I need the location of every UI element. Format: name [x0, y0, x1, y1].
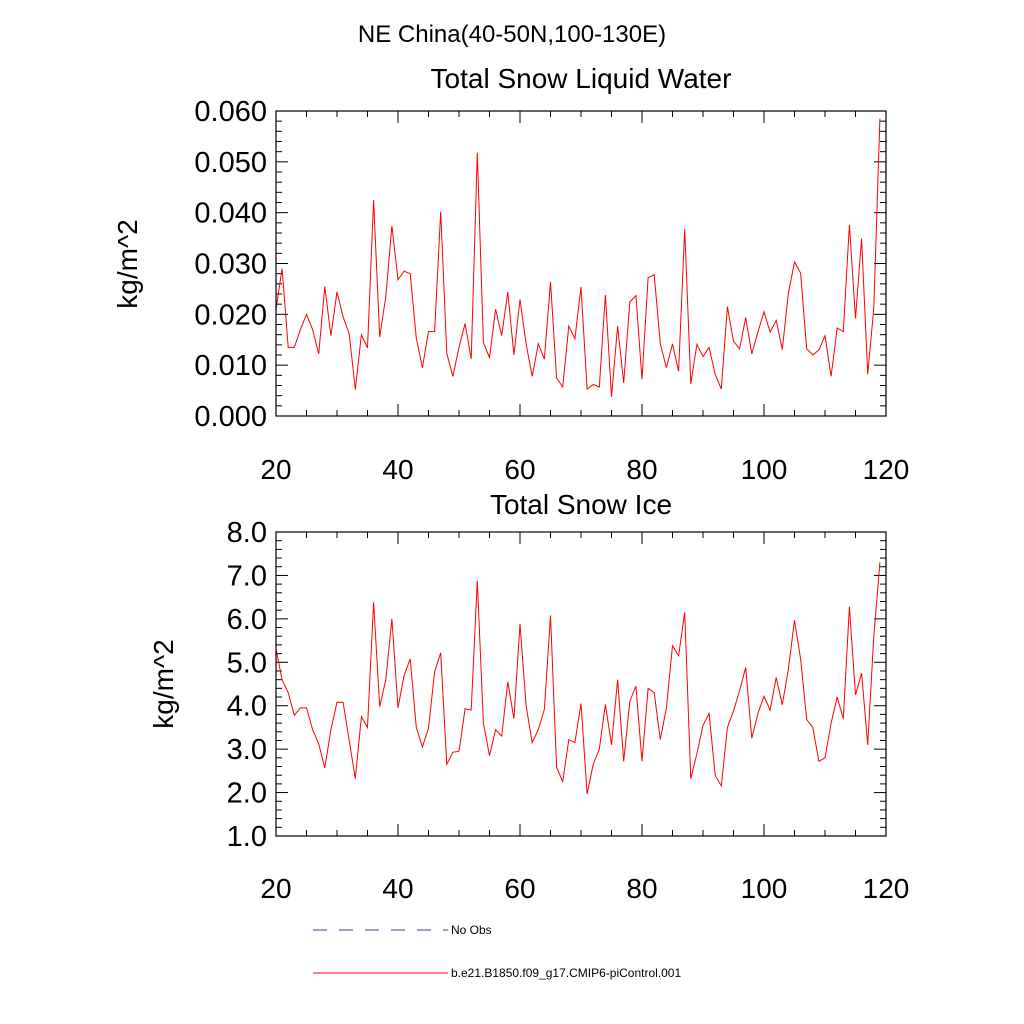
x-tick-label: 80	[626, 873, 657, 904]
legend-label-no-obs: No Obs	[451, 923, 492, 937]
y-tick-label: 0.050	[194, 147, 267, 179]
x-tick-label: 60	[504, 454, 535, 485]
x-tick-label: 80	[626, 454, 657, 485]
y-tick-label: 0.060	[194, 96, 267, 128]
x-tick-label: 40	[382, 873, 413, 904]
y-tick-label: 4.0	[227, 691, 267, 723]
y-tick-label: 6.0	[227, 604, 267, 636]
y-axis-label: kg/m^2	[148, 639, 179, 728]
x-tick-label: 60	[504, 873, 535, 904]
chart-snow-ice: Total Snow Ice kg/m^2 20 40 60 80 100 120 1.0 2…	[148, 489, 909, 904]
y-tick-label: 0.040	[194, 198, 267, 230]
y-tick-label: 0.000	[194, 401, 267, 433]
chart-snow-liquid-water: Total Snow Liquid Water kg/m^2 20 40 60 80 1…	[112, 63, 909, 485]
y-tick-label: 0.020	[194, 299, 267, 331]
x-tick-label: 120	[863, 873, 910, 904]
series-line-0	[275, 562, 881, 794]
x-tick-label: 100	[741, 454, 788, 485]
chart-title: Total Snow Ice	[490, 489, 672, 520]
y-axis-label: kg/m^2	[112, 219, 143, 308]
x-tick-label: 20	[260, 454, 291, 485]
y-tick-label: 1.0	[227, 821, 267, 853]
y-tick-label: 0.010	[194, 350, 267, 382]
legend-label-model: b.e21.B1850.f09_g17.CMIP6-piControl.001	[451, 966, 681, 980]
y-tick-label: 8.0	[227, 517, 267, 549]
x-tick-label: 20	[260, 873, 291, 904]
y-tick-label: 3.0	[227, 734, 267, 766]
x-tick-label: 100	[741, 873, 788, 904]
x-tick-label: 120	[863, 454, 910, 485]
y-tick-label: 5.0	[227, 647, 267, 679]
series-line-0	[275, 118, 881, 397]
plot-frame	[275, 531, 887, 837]
y-tick-label: 2.0	[227, 778, 267, 810]
legend: No Obs b.e21.B1850.f09_g17.CMIP6-piContr…	[313, 923, 681, 980]
page-title: NE China(40-50N,100-130E)	[358, 21, 666, 48]
plot-frame	[275, 110, 887, 417]
chart-title: Total Snow Liquid Water	[431, 63, 732, 94]
y-tick-label: 0.030	[194, 249, 267, 281]
y-tick-label: 7.0	[227, 560, 267, 592]
x-tick-label: 40	[382, 454, 413, 485]
